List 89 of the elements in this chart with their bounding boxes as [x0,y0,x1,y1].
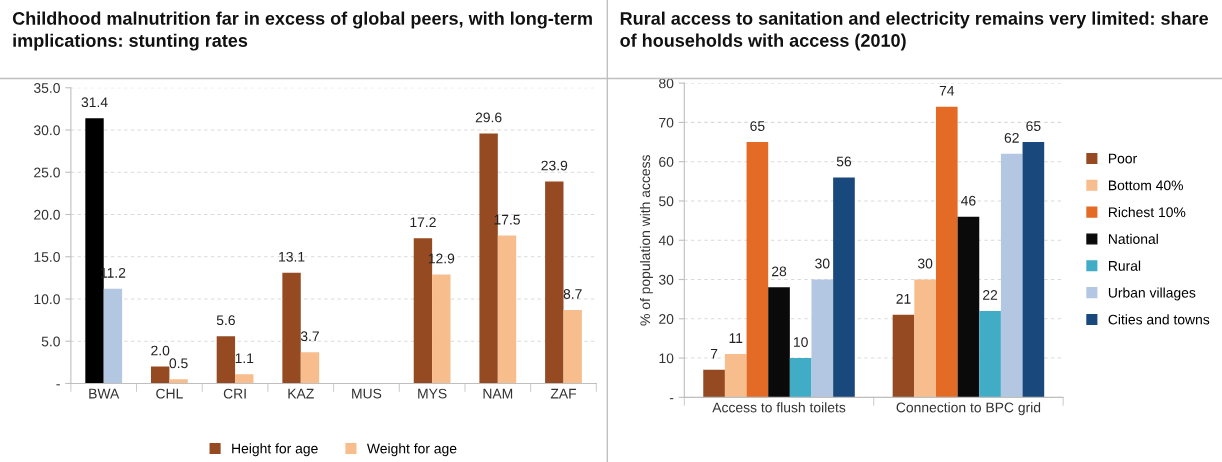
y-tick-label: 35.0 [33,83,60,93]
data-label: 62 [1004,132,1019,143]
x-tick-label: BWA [89,388,120,399]
data-label: 65 [750,121,765,131]
bar [914,279,936,398]
chart-title: Childhood malnutrition far in excess of global peers, with long-term implications: stunting rates [12,11,592,51]
bar [957,216,980,398]
x-tick-label: ZAF [550,388,577,399]
x-tick-label: CRI [223,388,246,399]
data-label: 17.2 [410,217,436,227]
bar [1000,153,1023,398]
data-label: 56 [836,156,852,167]
bar [103,288,123,384]
y-tick-label: 20 [659,314,674,324]
data-label: 8.7 [563,289,582,299]
x-tick-label: KAZ [288,388,314,399]
y-tick-label: 10.0 [34,294,60,305]
legend-label: Bottom 40% [1108,180,1183,191]
x-tick-label: Access to flush toilets [712,402,846,413]
data-label: 22 [983,290,998,300]
bar [746,142,769,398]
bar [169,379,188,384]
data-label: 7 [710,349,718,359]
bar [979,310,1001,398]
data-label: 0.5 [169,358,188,369]
y-tick-label: 30 [658,274,674,285]
data-label: 30 [815,258,830,269]
bar [563,309,582,384]
bar [497,235,517,384]
x-tick-label: CHL [156,388,183,399]
x-tick-label: MYS [418,388,447,399]
bar [216,336,236,384]
legend-label: National [1108,233,1158,244]
y-tick-label: - [56,384,60,386]
y-tick-label: 60 [659,157,674,167]
bar [151,366,170,384]
y-tick-label: 10 [659,353,674,364]
y-tick-label: - [669,398,674,400]
y-tick-label: 50 [659,196,674,207]
x-tick-label: Connection to BPC grid [896,402,1041,416]
legend-label: Cities and towns [1108,314,1210,325]
data-label: 1.1 [235,353,254,363]
x-tick-label: MUS [352,388,382,399]
x-tick-label: NAM [483,388,513,399]
legend-label: Urban villages [1108,287,1196,301]
y-tick-label: 40 [658,235,674,246]
data-label: 13.1 [279,251,305,262]
bar [811,279,834,398]
y-tick-label: 80 [659,78,674,89]
chart-title: Rural access to sanitation and electricity remains very limited: share of households with access (2010) [620,11,1209,51]
legend-label: Rural [1108,260,1141,271]
data-label: 30 [917,258,933,269]
legend-label: Richest 10% [1108,206,1186,218]
bar [282,272,301,384]
legend-label: Weight for age [366,443,457,457]
bar [703,369,725,398]
bar [545,181,564,384]
legend-label: Height for age [232,443,318,457]
data-label: 5.6 [216,315,235,326]
bar [833,177,855,398]
legend-label: Poor [1108,153,1137,164]
bar [892,314,915,398]
data-label: 65 [1026,121,1041,131]
y-tick-label: 5.0 [41,336,60,347]
data-label: 10 [794,337,808,347]
bar [935,106,958,398]
bar [768,287,790,398]
data-label: 3.7 [300,331,319,342]
bar [235,374,254,384]
data-label: 31.4 [81,97,108,108]
data-label: 2.0 [151,345,170,356]
data-label: 21 [896,293,911,304]
data-label: 23.9 [541,160,568,171]
y-axis-title: % of population with access [639,155,653,326]
y-tick-label: 25.0 [34,167,60,178]
bar [300,352,320,384]
y-tick-label: 20.0 [34,209,60,220]
y-tick-label: 30.0 [33,125,60,136]
data-label: 74 [939,85,955,96]
y-tick-label: 70 [659,117,674,128]
data-label: 11 [729,333,743,343]
y-tick-label: 15.0 [34,252,60,262]
bar [724,354,747,398]
bar [1022,142,1045,398]
bar [789,358,812,398]
data-label: 46 [961,195,976,206]
data-label: 28 [772,266,787,277]
bar [432,274,451,384]
data-label: 29.6 [475,112,502,123]
